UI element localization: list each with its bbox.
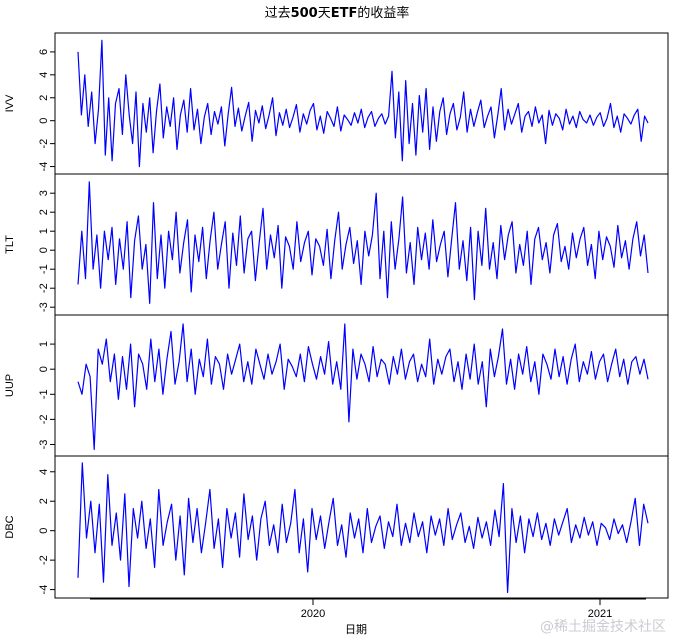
y-axis-label-ivv: IVV <box>4 94 16 112</box>
watermark: @稀土掘金技术社区 <box>540 619 666 635</box>
panel-box-dbc <box>54 455 669 599</box>
y-tick-label-dbc: -2 <box>38 555 50 565</box>
y-tick-label-dbc: -4 <box>38 585 50 595</box>
y-tick-label-dbc: 2 <box>38 498 50 504</box>
series-line-tlt <box>77 181 649 304</box>
y-tick-label-tlt: 3 <box>38 190 50 196</box>
panel-box-ivv <box>54 32 669 175</box>
title-part-3: 天 <box>318 6 331 21</box>
y-tick-label-tlt: -2 <box>38 283 50 293</box>
series-line-dbc <box>77 462 649 594</box>
y-axis-label-tlt: TLT <box>4 235 16 254</box>
x-tick-label-2021: 2021 <box>588 608 612 620</box>
x-axis: 2020 2021 日期 <box>90 598 646 636</box>
y-tick-label-ivv: -2 <box>38 139 50 149</box>
title-part-1: 过去 <box>265 6 291 21</box>
y-tick-label-ivv: 2 <box>38 95 50 101</box>
y-tick-label-ivv: 0 <box>38 118 50 124</box>
y-tick-label-tlt: 0 <box>38 247 50 253</box>
chart-title: 过去500天ETF的收益率 <box>265 5 410 21</box>
panels-group: -4 -2 0 2 4 6 IVV -3 -2 -1 0 1 2 3 TLT -3 -2 -1 0 1 UUP -4 -2 0… <box>4 32 669 599</box>
title-part-2: 500 <box>291 6 318 21</box>
y-tick-label-dbc: 4 <box>38 469 50 475</box>
title-part-4: ETF <box>331 6 358 21</box>
title-part-5: 的收益率 <box>357 5 409 21</box>
y-tick-label-ivv: -4 <box>38 162 50 172</box>
y-tick-label-tlt: 2 <box>38 209 50 215</box>
y-tick-label-uup: -1 <box>38 389 50 399</box>
series-line-uup <box>77 323 649 451</box>
y-tick-label-dbc: 0 <box>38 528 50 534</box>
y-tick-label-ivv: 4 <box>38 72 50 78</box>
y-tick-label-uup: 0 <box>38 366 50 372</box>
y-tick-label-tlt: -1 <box>38 264 50 274</box>
y-tick-label-tlt: -3 <box>38 302 50 312</box>
y-axis-label-dbc: DBC <box>4 515 16 538</box>
y-tick-label-ivv: 6 <box>38 49 50 55</box>
x-tick-label-2020: 2020 <box>301 608 325 620</box>
series-line-ivv <box>77 39 649 168</box>
panel-box-tlt <box>54 173 669 316</box>
y-tick-label-tlt: 1 <box>38 228 50 234</box>
y-tick-label-uup: -2 <box>38 414 50 424</box>
y-axis-label-uup: UUP <box>4 374 16 397</box>
y-tick-label-uup: 1 <box>38 341 50 347</box>
y-tick-label-uup: -3 <box>38 440 50 450</box>
x-axis-label: 日期 <box>345 623 367 636</box>
